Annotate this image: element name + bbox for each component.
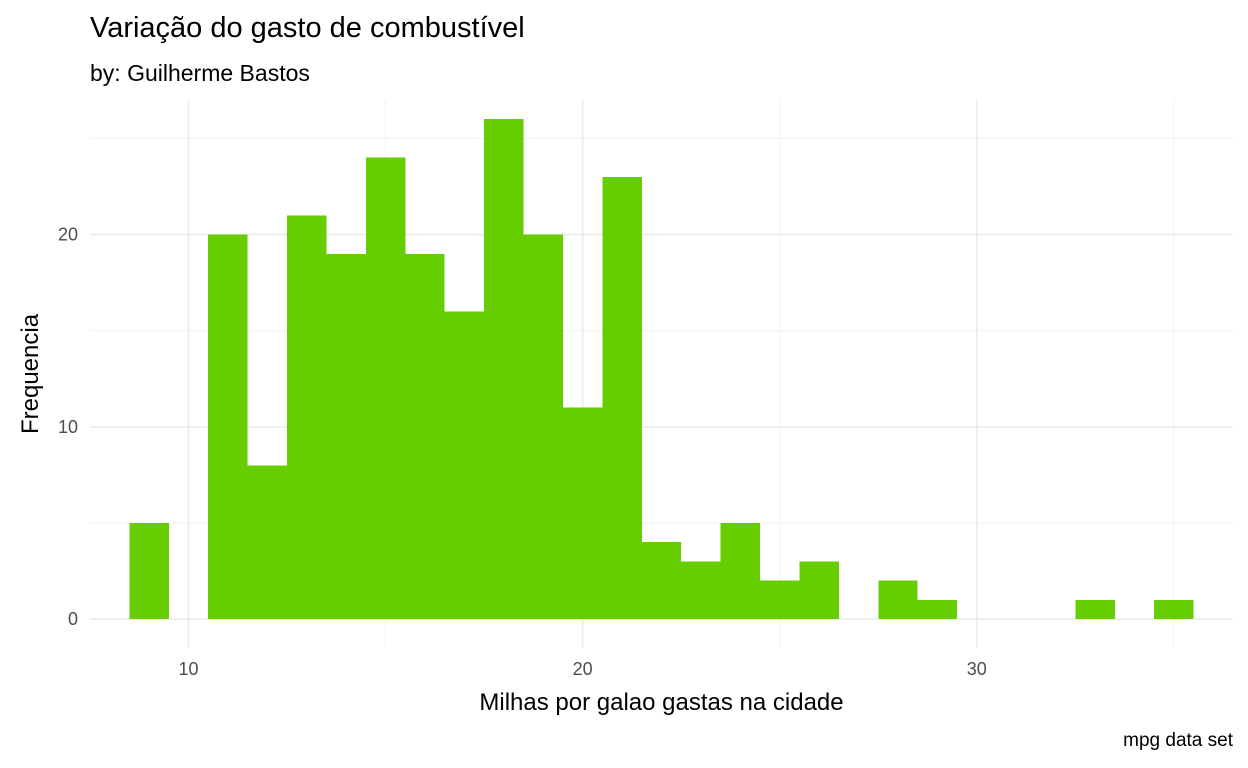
histogram-bar [562, 407, 603, 620]
histogram-bar [326, 253, 366, 620]
y-tick-label: 10 [58, 417, 78, 437]
chart-caption: mpg data set [1123, 730, 1233, 751]
histogram-bar [760, 580, 800, 620]
histogram-bar [208, 234, 248, 620]
x-tick-label: 20 [573, 659, 593, 679]
histogram-bar [129, 523, 169, 620]
chart-subtitle: by: Guilherme Bastos [90, 60, 310, 86]
x-tick-label: 30 [967, 659, 987, 679]
y-tick-label: 0 [68, 609, 78, 629]
chart-title: Variação do gasto de combustível [90, 12, 525, 44]
histogram-bar [799, 561, 839, 620]
histogram-bar [523, 234, 563, 620]
histogram-bar [1154, 599, 1194, 620]
histogram-bar [720, 523, 761, 620]
histogram-bar [365, 157, 406, 620]
histogram-bar [917, 599, 958, 620]
histogram-bar [405, 253, 445, 620]
histogram-bars [129, 119, 1194, 620]
y-tick-label: 20 [58, 225, 78, 245]
axis-ticks: 10 20 30 0 10 20 [58, 225, 987, 679]
x-tick-label: 10 [179, 659, 199, 679]
y-axis-title: Frequencia [17, 313, 44, 434]
histogram-bar [681, 561, 721, 620]
x-axis-title: Milhas por galao gastas na cidade [479, 689, 843, 716]
histogram-bar [641, 542, 682, 620]
histogram-bar [602, 176, 642, 620]
histogram-bar [444, 311, 485, 620]
histogram-bar [1075, 599, 1115, 620]
histogram-bar [247, 465, 288, 620]
histogram-bar [287, 215, 327, 620]
histogram-bar [484, 119, 524, 620]
histogram-bar [878, 580, 918, 620]
